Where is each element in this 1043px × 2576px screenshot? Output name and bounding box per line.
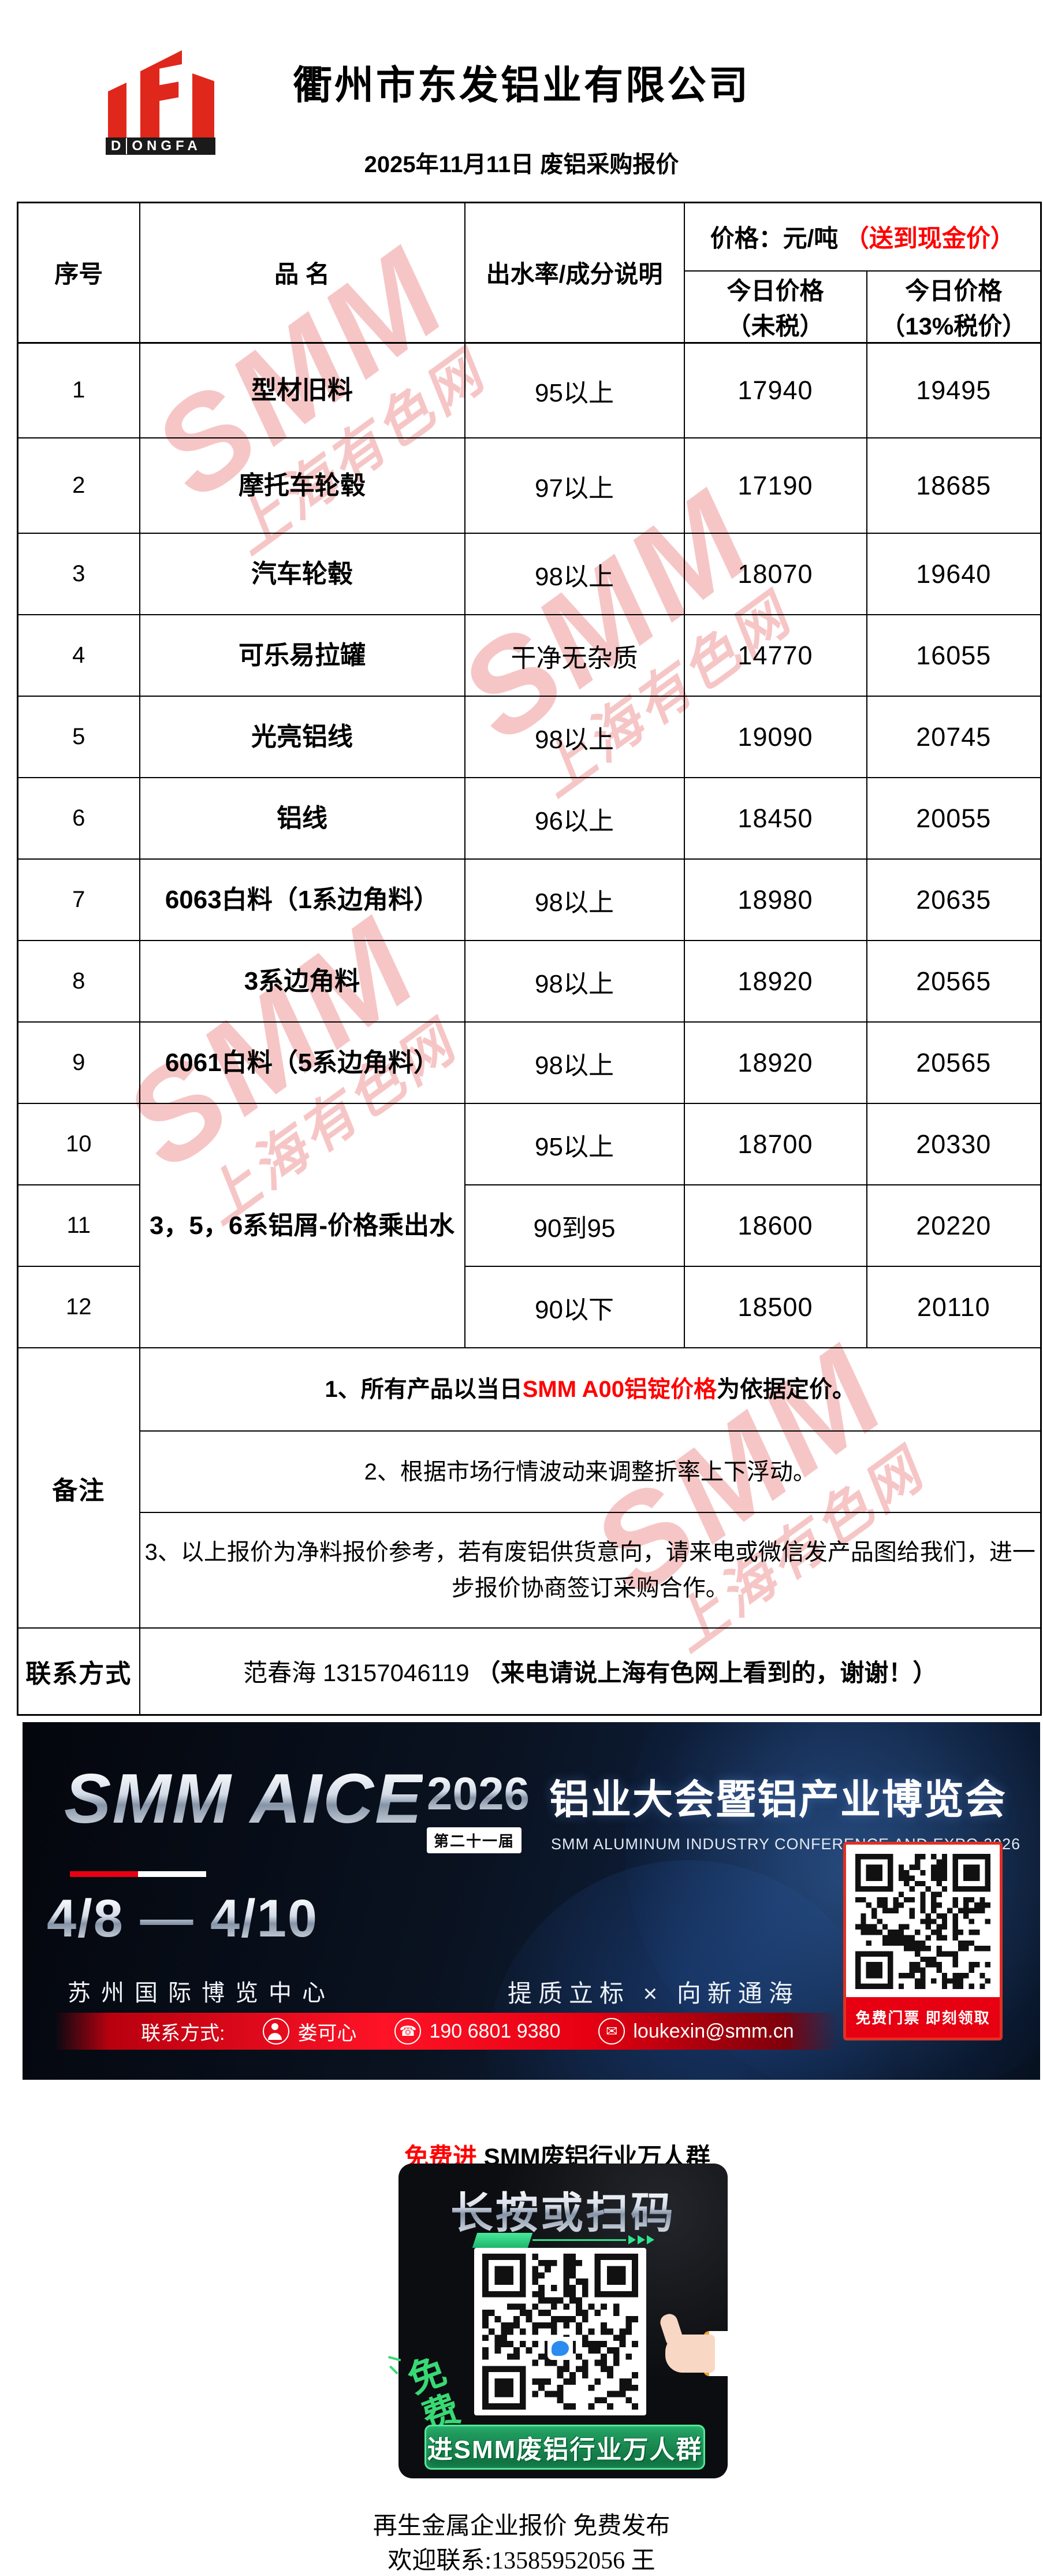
remark-row: 2、根据市场行情波动来调整折率上下浮动。 xyxy=(18,1430,1042,1513)
merged-product-name: 3，5，6系铝屑-价格乘出水 xyxy=(139,1103,465,1348)
logo-shape-icon xyxy=(192,73,214,137)
logo-letter-d: D xyxy=(106,138,128,154)
table-row: 8 3系边角料 98以上 18920 20565 xyxy=(17,940,1042,1023)
wechat-icon xyxy=(547,2337,573,2360)
company-logo: D ONGFA xyxy=(105,49,220,156)
contact-row: 联系方式 范春海 13157046119 （来电请说上海有色网上看到的，谢谢！） xyxy=(17,1627,1042,1715)
table-row: 12 90以下 18500 20110 xyxy=(17,1266,1042,1348)
contact-label: 联系方式 xyxy=(17,1627,140,1715)
footer-line-1: 再生金属企业报价 免费发布 xyxy=(372,2513,670,2540)
col-header-spec: 出水率/成分说明 xyxy=(464,202,685,344)
banner-title-cn: 铝业大会暨铝产业博览会 xyxy=(549,1777,1007,1822)
banner-year: 2026 xyxy=(427,1768,530,1819)
logo-letters-ongfa: ONGFA xyxy=(132,138,202,154)
remark-row: 3、以上报价为净料报价参考，若有废铝供货意向，请来电或微信发产品图给我们，进一步… xyxy=(18,1512,1042,1629)
page-title: 衢州市东发铝业有限公司 xyxy=(292,64,750,107)
banner-venue: 苏州国际博览中心 xyxy=(68,1980,336,2006)
table-row: 9 6061白料（5系边角料） 98以上 18920 20565 xyxy=(17,1021,1042,1104)
banner-contact-bar: 联系方式: 娄可心 ☎ 190 6801 9380 ✉ loukexin@smm… xyxy=(54,2013,840,2050)
logo-wordmark: D ONGFA xyxy=(106,137,215,155)
arrow-line-decor xyxy=(532,2239,626,2241)
group-qr-code xyxy=(474,2248,646,2415)
remark-1: 1、所有产品以当日SMM A00铝锭价格为依据定价。 xyxy=(139,1347,1042,1432)
banner-contact-label: 联系方式: xyxy=(141,2022,225,2045)
remark-row: 备注 1、所有产品以当日SMM A00铝锭价格为依据定价。 xyxy=(17,1347,1042,1629)
table-row: 6 铝线 96以上 18450 20055 xyxy=(17,777,1042,860)
banner-dash-decor xyxy=(70,1871,206,1877)
person-icon xyxy=(263,2018,290,2045)
table-row: 10 3，5，6系铝屑-价格乘出水 95以上 18700 20330 xyxy=(17,1103,1042,1348)
banner-contact-email: loukexin@smm.cn xyxy=(633,2020,794,2042)
banner-edition-badge: 第二十一届 xyxy=(427,1827,522,1853)
table-row: 7 6063白料（1系边角料） 98以上 18980 20635 xyxy=(17,858,1042,941)
table-row: 1 型材旧料 95以上 17940 19495 xyxy=(17,342,1042,438)
smm-aice-banner[interactable]: SMM AICE 2026 第二十一届 铝业大会暨铝产业博览会 SMM ALUM… xyxy=(23,1722,1040,2080)
qr-code-icon xyxy=(482,2254,638,2410)
footer-line-2: 欢迎联系:13585952056 王 xyxy=(388,2548,655,2574)
banner-ticket-qr[interactable]: 免费门票 即刻领取 xyxy=(843,1842,1003,2040)
remark-label: 备注 xyxy=(17,1347,140,1629)
logo-shape-icon xyxy=(108,83,126,137)
mail-icon: ✉ xyxy=(598,2018,625,2045)
col-header-untaxed: 今日价格 （未税） xyxy=(683,270,867,344)
cash-price-note: （送到现金价） xyxy=(844,225,1015,252)
table-row: 3 汽车轮毂 98以上 18070 19640 xyxy=(17,533,1042,615)
qr-code-icon xyxy=(855,1854,990,1989)
contact-value: 范春海 13157046119 （来电请说上海有色网上看到的，谢谢！） xyxy=(139,1627,1042,1715)
quote-date-subtitle: 2025年11月11日 废铝采购报价 xyxy=(364,152,679,177)
pointing-hand-icon xyxy=(649,2309,736,2396)
banner-dates: 4/8 — 4/10 xyxy=(47,1889,319,1948)
col-header-name: 品 名 xyxy=(139,202,465,344)
table-header-row: 序号 品 名 出水率/成分说明 价格：元/吨 （送到现金价） xyxy=(17,202,1042,344)
table-row: 5 光亮铝线 98以上 19090 20745 xyxy=(17,696,1042,778)
phone-icon: ☎ xyxy=(394,2018,422,2045)
col-header-serial: 序号 xyxy=(17,202,140,344)
scan-qr-card: 长按或扫码 免费 进SMM废铝行业万人群 xyxy=(398,2164,736,2478)
col-header-taxed: 今日价格 （13%税价） xyxy=(866,270,1042,344)
remark-3: 3、以上报价为净料报价参考，若有废铝供货意向，请来电或微信发产品图给我们，进一步… xyxy=(139,1512,1042,1629)
banner-contact-phone: 190 6801 9380 xyxy=(429,2020,561,2042)
col-header-price-unit: 价格：元/吨 （送到现金价） xyxy=(683,202,1042,272)
table-subheader-row: 今日价格 （未税） 今日价格 （13%税价） xyxy=(18,270,1042,344)
banner-contact-name: 娄可心 xyxy=(297,2022,357,2045)
banner-slogan: 提质立标 × 向新通海 xyxy=(508,1980,799,2007)
remark-2: 2、根据市场行情波动来调整折率上下浮动。 xyxy=(139,1430,1042,1513)
green-tab-decor xyxy=(472,2233,533,2248)
banner-brand: SMM AICE xyxy=(64,1759,423,1838)
table-row: 2 摩托车轮毂 97以上 17190 18685 xyxy=(17,437,1042,534)
smm-a00-highlight: SMM A00铝锭价格 xyxy=(522,1377,717,1402)
arrowheads-icon xyxy=(628,2235,656,2244)
table-row: 4 可乐易拉罐 干净无杂质 14770 16055 xyxy=(17,614,1042,697)
join-group-button[interactable]: 进SMM废铝行业万人群 xyxy=(424,2425,705,2470)
price-table: 序号 品 名 出水率/成分说明 价格：元/吨 （送到现金价） 今日价格 （未税）… xyxy=(17,202,1042,1716)
free-ticket-label[interactable]: 免费门票 即刻领取 xyxy=(846,1997,1000,2038)
table-row: 11 90到95 18600 20220 xyxy=(17,1184,1042,1267)
scan-instruction: 长按或扫码 xyxy=(398,2179,728,2240)
